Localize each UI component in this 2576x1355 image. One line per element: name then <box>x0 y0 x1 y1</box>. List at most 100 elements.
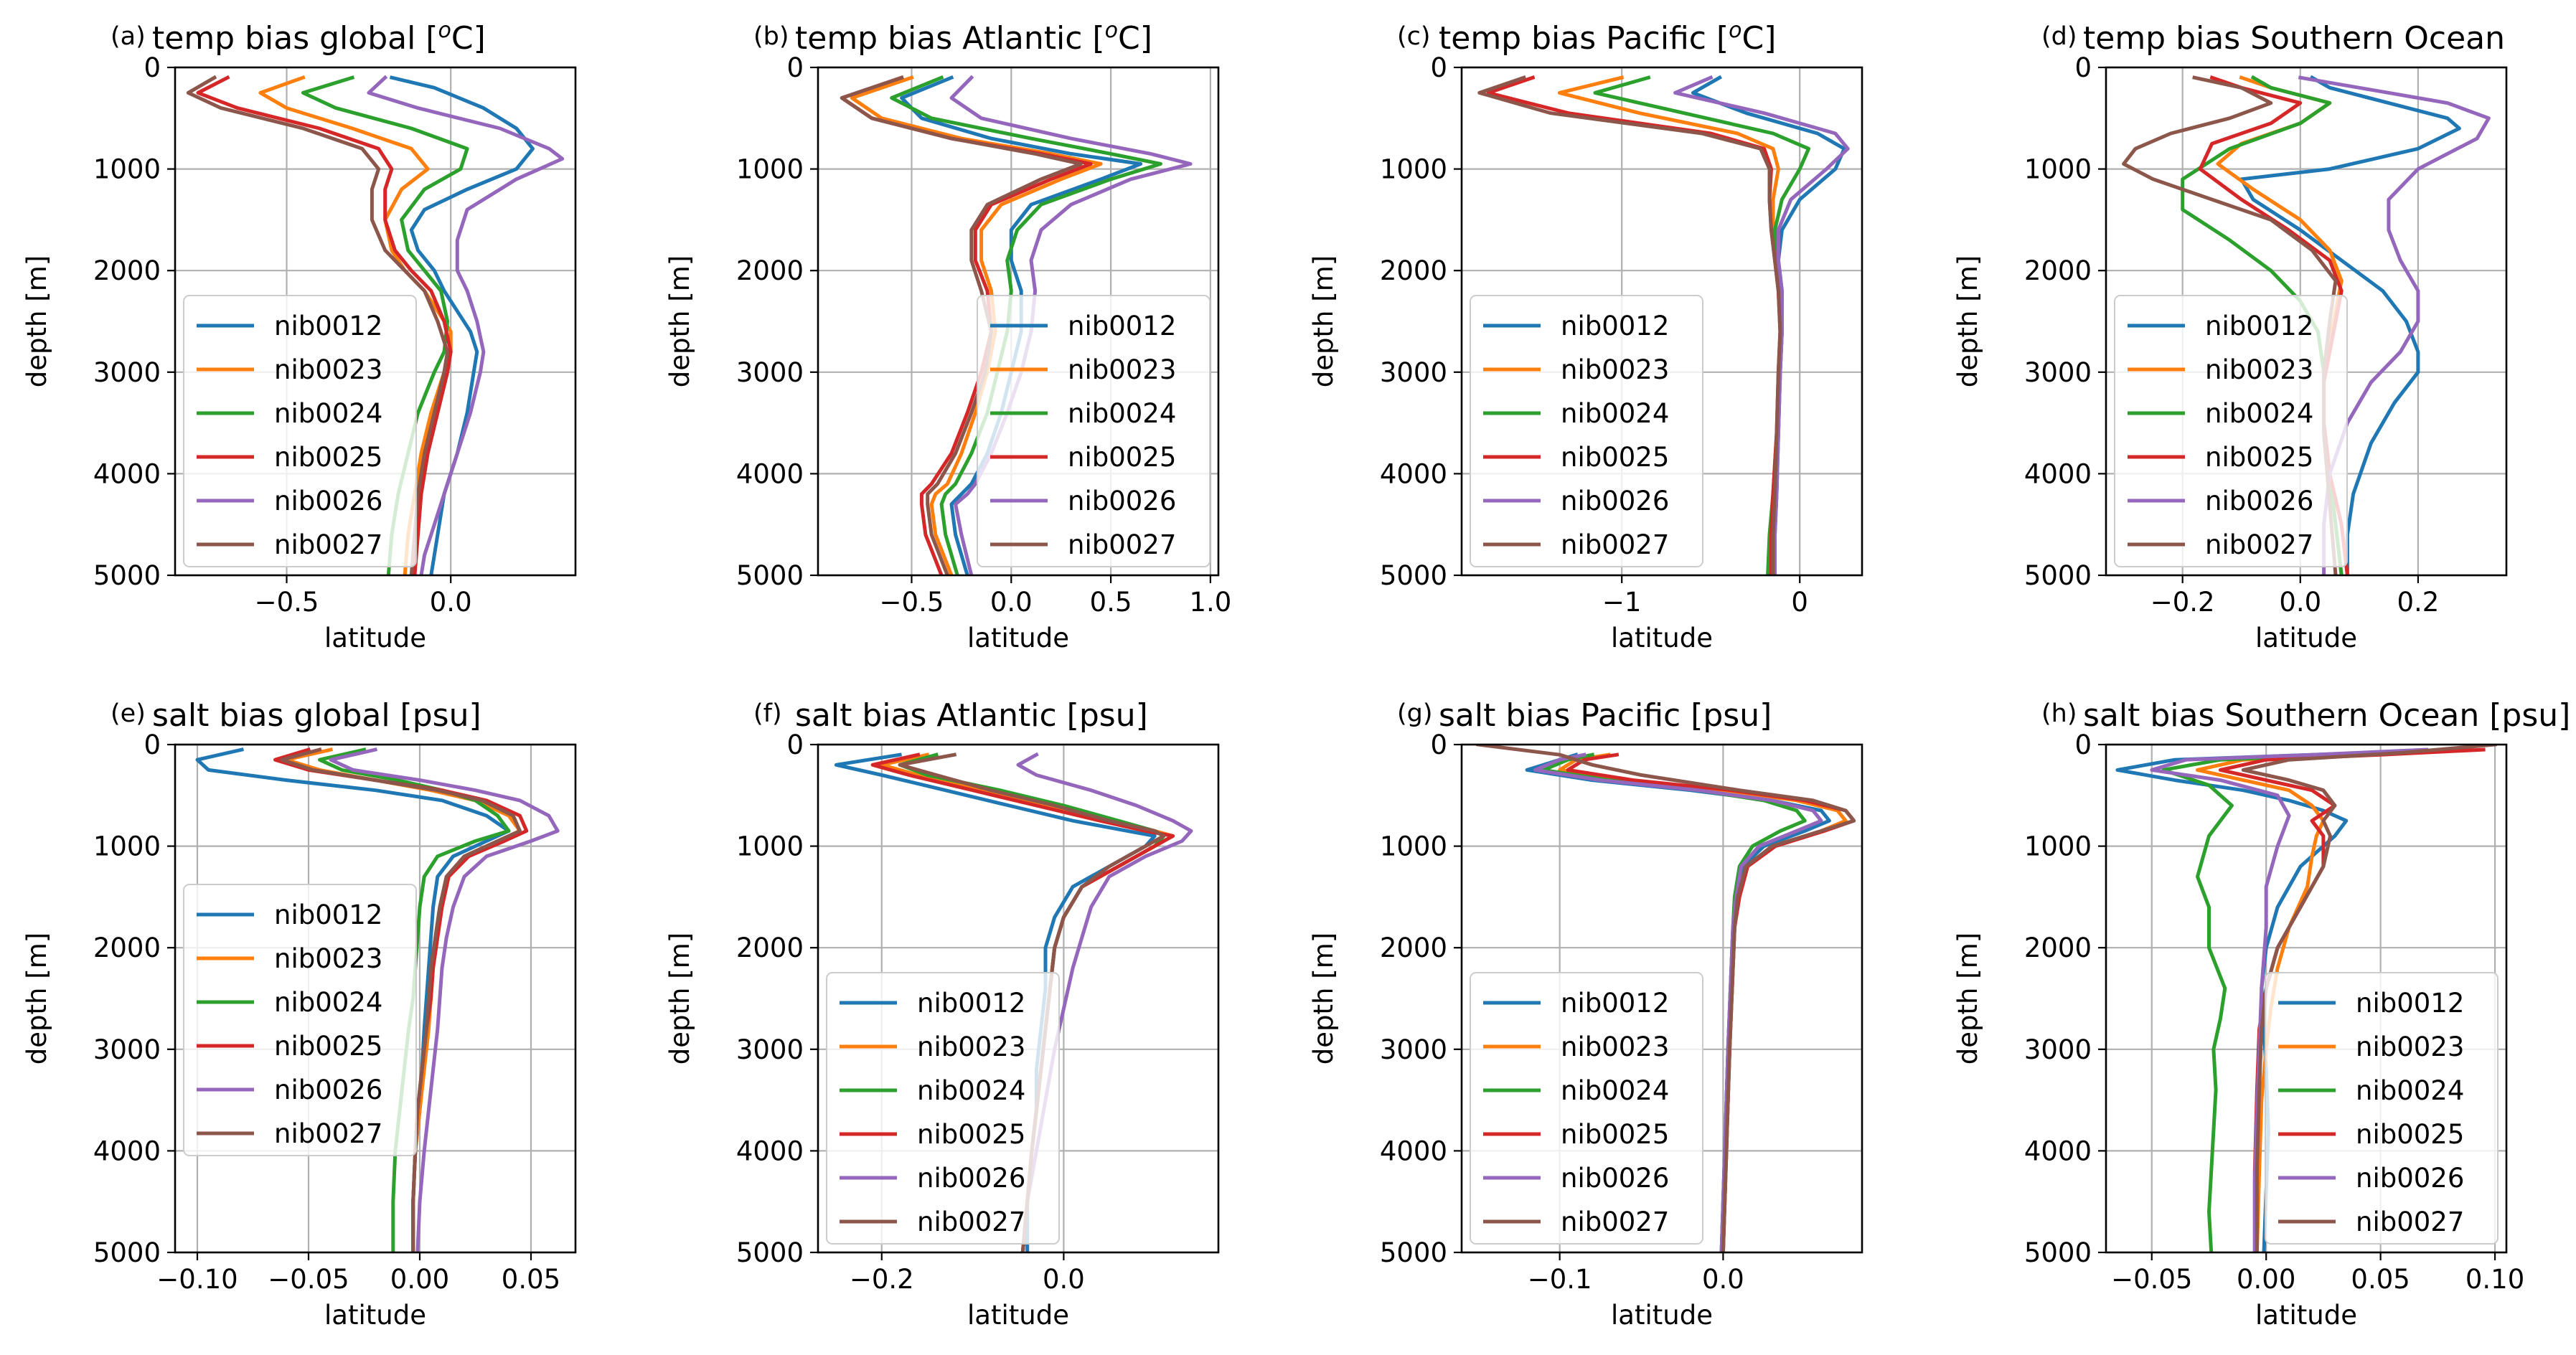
panel-title: salt bias Southern Ocean [psu] <box>2083 697 2570 734</box>
panel-title-superscript: o <box>1729 18 1741 43</box>
series-line-nib0025 <box>196 75 453 575</box>
y-tick-label: 2000 <box>736 255 804 286</box>
x-tick-label: 0.0 <box>1702 1264 1744 1295</box>
legend: nib0012 nib0023 nib0024 nib0025 nib0026 nib00… <box>2114 295 2348 567</box>
series-line-nib0027 <box>2241 745 2497 1252</box>
y-tick-label: 2000 <box>1380 933 1447 963</box>
y-tick-label: 5000 <box>736 1237 804 1268</box>
panel-label: (f) <box>753 699 782 728</box>
x-axis-label: latitude <box>967 623 1069 653</box>
x-axis-label: latitude <box>967 1300 1069 1331</box>
y-tick-label: 2000 <box>1380 255 1447 286</box>
panel-title: salt bias global [psu] <box>152 697 481 734</box>
panel-label: (c) <box>1397 22 1431 51</box>
legend: nib0012 nib0023 nib0024 nib0025 nib0026 nib00… <box>183 295 417 567</box>
y-tick-label: 1000 <box>93 831 161 862</box>
panel-title-superscript: o <box>1105 18 1118 43</box>
y-tick-label: 5000 <box>93 1237 161 1268</box>
legend-label-nib0024: nib0024 <box>274 398 382 429</box>
legend-label-nib0012: nib0012 <box>1561 311 1669 341</box>
legend: nib0012 nib0023 nib0024 nib0025 nib0026 nib00… <box>2265 972 2499 1245</box>
series-line-nib0024 <box>890 75 1162 575</box>
x-tick-label: 1.0 <box>1189 587 1231 618</box>
y-tick-label: 2000 <box>93 255 161 286</box>
panel-label: (g) <box>1397 699 1433 728</box>
series-line-nib0026 <box>329 747 560 1252</box>
x-tick-label: 0.0 <box>990 587 1033 618</box>
panel-f: −0.2 0.0 0 1000 2000 3000 4000 5000 latitude dept… <box>664 697 1220 1331</box>
legend-label-nib0023: nib0023 <box>274 943 382 974</box>
y-tick-label: 0 <box>1430 730 1447 760</box>
legend-label-nib0024: nib0024 <box>1068 398 1176 429</box>
legend-label-nib0012: nib0012 <box>274 900 382 930</box>
x-tick-label: 0.2 <box>2397 587 2439 618</box>
legend-label-nib0025: nib0025 <box>1561 1119 1669 1150</box>
x-axis-label: latitude <box>2255 1300 2357 1331</box>
y-tick-label: 4000 <box>93 1136 161 1166</box>
x-tick-label: 0 <box>1791 587 1808 618</box>
y-tick-label: 4000 <box>1380 458 1447 489</box>
panel-title-text: temp bias Atlantic [ <box>795 20 1105 57</box>
legend-label-nib0026: nib0026 <box>274 1075 382 1105</box>
legend-label-nib0024: nib0024 <box>1561 398 1669 429</box>
y-tick-label: 5000 <box>1380 1237 1447 1268</box>
legend-label-nib0027: nib0027 <box>2205 529 2313 560</box>
series-line-nib0027 <box>186 75 450 575</box>
x-tick-label: −0.2 <box>850 1264 914 1295</box>
panel-title-text: salt bias Southern Ocean [psu] <box>2083 697 2570 734</box>
y-tick-label: 3000 <box>93 1034 161 1065</box>
axes-frame <box>1460 66 1863 577</box>
legend-label-nib0027: nib0027 <box>274 1118 382 1149</box>
y-tick-label: 5000 <box>93 560 161 591</box>
panel-title-text: salt bias Pacific [psu] <box>1439 697 1772 734</box>
panel-d: −0.2 0.0 0.2 0 1000 2000 3000 4000 5000 latitude d… <box>1952 20 2508 653</box>
y-tick-label: 0 <box>2074 52 2092 83</box>
legend-label-nib0023: nib0023 <box>1068 354 1176 385</box>
series-group <box>1477 75 1850 575</box>
legend: nib0012 nib0023 nib0024 nib0025 nib0026 nib00… <box>1470 295 1703 567</box>
panel-b: −0.5 0.0 0.5 1.0 0 1000 2000 3000 4000 5000 latitu… <box>664 18 1231 653</box>
x-tick-label: −0.10 <box>156 1264 238 1295</box>
legend-label-nib0024: nib0024 <box>2356 1075 2464 1106</box>
panel-title: temp bias Atlantic [oC] <box>795 18 1152 57</box>
y-axis-label: depth [m] <box>1308 255 1339 387</box>
series-group <box>195 747 560 1252</box>
x-tick-label: −0.2 <box>2150 587 2215 618</box>
y-tick-label: 3000 <box>1380 1034 1447 1065</box>
series-group <box>840 75 1193 575</box>
x-axis-label: latitude <box>324 623 426 653</box>
y-tick-label: 5000 <box>1380 560 1447 591</box>
legend-label-nib0024: nib0024 <box>274 987 382 1018</box>
series-line-nib0027 <box>280 747 522 1252</box>
series-line-nib0026 <box>949 75 1193 575</box>
y-tick-label: 2000 <box>2024 933 2092 963</box>
legend-label-nib0025: nib0025 <box>274 442 382 473</box>
x-tick-label: 0.5 <box>1090 587 1132 618</box>
legend-label-nib0025: nib0025 <box>917 1119 1025 1150</box>
panel-title-unit: C] <box>451 20 486 57</box>
legend-label-nib0027: nib0027 <box>917 1207 1025 1237</box>
series-line-nib0027 <box>1477 75 1782 575</box>
panel-title-superscript: o <box>438 18 451 43</box>
x-tick-label: −0.05 <box>268 1264 349 1295</box>
legend-label-nib0023: nib0023 <box>1561 354 1669 385</box>
legend-label-nib0026: nib0026 <box>917 1163 1025 1194</box>
axes-frame <box>174 66 577 577</box>
legend-label-nib0027: nib0027 <box>2356 1207 2464 1237</box>
y-tick-label: 4000 <box>736 458 804 489</box>
legend-label-nib0027: nib0027 <box>274 529 382 560</box>
panel-title-text: temp bias Southern Ocean <box>2083 20 2505 57</box>
legend-label-nib0023: nib0023 <box>2205 354 2313 385</box>
panel-g: −0.1 0.0 0 1000 2000 3000 4000 5000 latitude dept… <box>1308 697 1863 1331</box>
legend-label-nib0012: nib0012 <box>2205 311 2313 341</box>
y-tick-label: 5000 <box>2024 1237 2092 1268</box>
y-tick-label: 1000 <box>93 154 161 185</box>
panel-title-unit: C] <box>1741 20 1776 57</box>
y-tick-label: 2000 <box>736 933 804 963</box>
axes-frame <box>817 66 1220 577</box>
y-axis-label: depth [m] <box>22 255 52 387</box>
legend-label-nib0025: nib0025 <box>2205 442 2313 473</box>
y-tick-label: 1000 <box>2024 154 2092 185</box>
panel-title: temp bias Southern Ocean <box>2083 20 2505 57</box>
